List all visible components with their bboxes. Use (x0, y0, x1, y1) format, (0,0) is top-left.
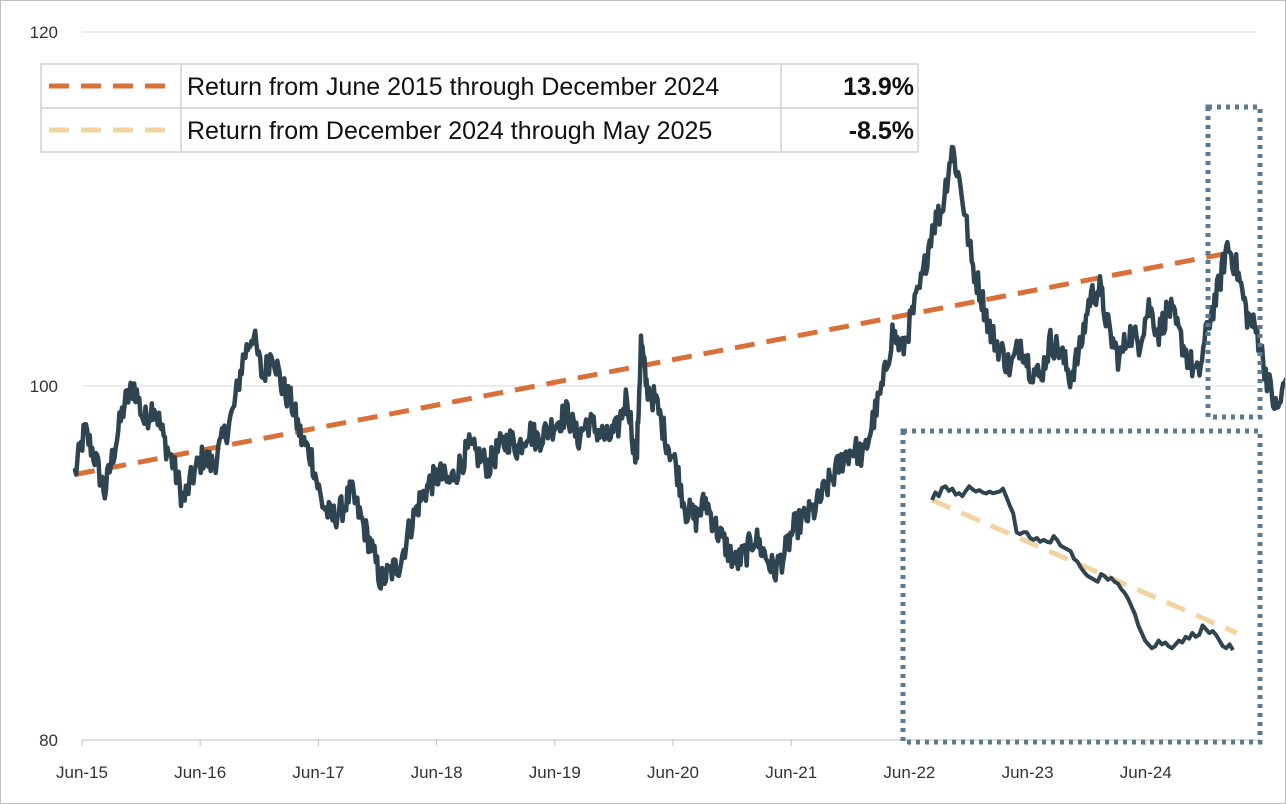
legend-value: -8.5% (849, 117, 914, 145)
y-tick-label: 100 (30, 377, 58, 396)
x-tick-label: Jun-22 (883, 763, 935, 782)
series-layer (72, 144, 1286, 591)
inset-layer (900, 428, 1263, 745)
legend-label: Return from December 2024 through May 20… (187, 117, 712, 145)
x-tick-label: Jun-17 (292, 763, 344, 782)
x-tick-label: Jun-20 (647, 763, 699, 782)
legend-label: Return from June 2015 through December 2… (187, 73, 719, 101)
y-tick-label: 80 (39, 731, 58, 750)
x-tick-label: Jun-18 (411, 763, 463, 782)
x-tick-label: Jun-23 (1002, 763, 1054, 782)
inset-series-line (930, 484, 1235, 652)
x-tick-label: Jun-21 (765, 763, 817, 782)
x-tick-label: Jun-19 (529, 763, 581, 782)
legend-value: 13.9% (843, 73, 914, 101)
inset-box (900, 428, 1263, 745)
trend-layer (74, 250, 1228, 477)
y-tick-label: 120 (30, 23, 58, 42)
series-line (72, 144, 1286, 591)
x-tick-label: Jun-15 (56, 763, 108, 782)
x-tick-label: Jun-16 (174, 763, 226, 782)
highlight-box (1205, 104, 1263, 420)
x-tick-label: Jun-24 (1120, 763, 1172, 782)
highlight-layer (1205, 104, 1263, 420)
axis-layer: 120 100 80 Jun-15 Jun-16 Jun-17 Jun-18 Jun-19 Ju… (30, 23, 1256, 782)
trendline-2015-2024 (74, 250, 1228, 477)
inset-trendline (931, 497, 1238, 636)
